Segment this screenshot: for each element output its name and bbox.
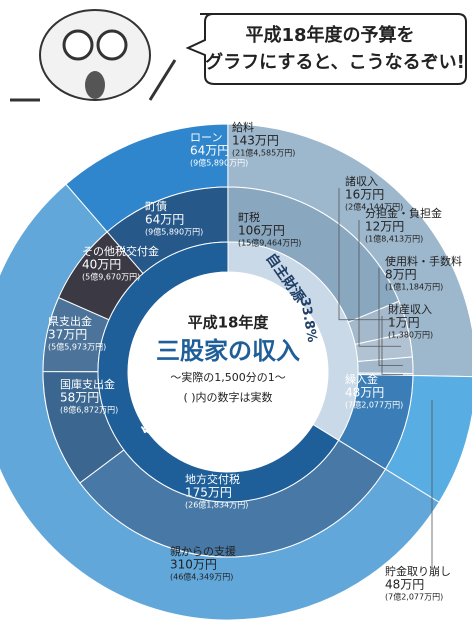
professor	[10, 10, 175, 100]
segment-name: 財産収入	[388, 302, 432, 316]
segment-name: 県支出金	[48, 314, 92, 328]
segment-name: 地方交付税	[185, 472, 240, 486]
segment-name: 貯金取り崩し	[385, 564, 451, 578]
segment-name: その他税交付金	[82, 244, 159, 258]
segment-name: 町債	[145, 199, 167, 213]
segment-name: 給料	[232, 120, 254, 134]
actual-amount: (1億8,413万円)	[365, 234, 423, 244]
segment-name: 町税	[238, 210, 260, 224]
value-label: 48万円	[385, 578, 424, 592]
value-label: 143万円	[232, 134, 279, 148]
value-label: 48万円	[345, 386, 384, 400]
center-year: 平成18年度	[188, 314, 270, 332]
segment-name: 分担金・負担金	[365, 206, 442, 220]
actual-amount: (8億6,872万円)	[60, 405, 118, 415]
segment-name: ローン	[190, 131, 222, 144]
segment-name: 親からの支援	[170, 544, 236, 558]
value-label: 12万円	[365, 220, 404, 234]
center-note: ( )内の数字は実数	[183, 390, 272, 404]
bubble-text: 平成18年度の予算を	[245, 24, 414, 46]
value-label: 58万円	[60, 391, 99, 405]
actual-amount: (1億1,184万円)	[385, 282, 443, 292]
value-label: 310万円	[170, 558, 217, 572]
center-title: 三股家の収入	[156, 337, 300, 365]
value-label: 106万円	[238, 224, 285, 238]
value-label: 8万円	[385, 268, 417, 282]
value-label: 175万円	[185, 486, 232, 500]
value-label: 40万円	[82, 258, 121, 272]
actual-amount: (7億2,077万円)	[385, 592, 443, 602]
actual-amount: (21億4,585万円)	[232, 148, 295, 158]
actual-amount: (9億5,890万円)	[190, 158, 248, 168]
segment-name: 諸収入	[345, 174, 378, 188]
actual-amount: (46億4,349万円)	[170, 572, 233, 582]
actual-amount: (9億5,890万円)	[145, 227, 203, 237]
value-label: 16万円	[345, 188, 384, 202]
value-label: 64万円	[145, 213, 184, 227]
actual-amount: (5億5,973万円)	[48, 342, 106, 352]
value-label: 37万円	[48, 328, 87, 342]
bubble-text: グラフにすると、こうなるぞい!	[205, 51, 465, 73]
chart: 平成18年度の予算を グラフにすると、こうなるぞい! 平成18年度 三股家の収入…	[0, 0, 472, 628]
actual-amount: (15億9,464万円)	[238, 238, 301, 248]
segment-name: 国庫支出金	[60, 377, 115, 391]
actual-amount: (1,380万円)	[388, 331, 433, 340]
center-subtitle: ～実際の1,500分の1～	[170, 370, 286, 384]
actual-amount: (5億9,670万円)	[82, 272, 140, 282]
actual-amount: (7億2,077万円)	[345, 400, 403, 410]
segment-name: 使用料・手数料	[385, 254, 462, 268]
value-label: 64万円	[190, 144, 229, 158]
segment-name: 繰入金	[345, 372, 378, 386]
actual-amount: (26億1,834万円)	[185, 500, 248, 510]
value-label: 1万円	[388, 316, 420, 330]
